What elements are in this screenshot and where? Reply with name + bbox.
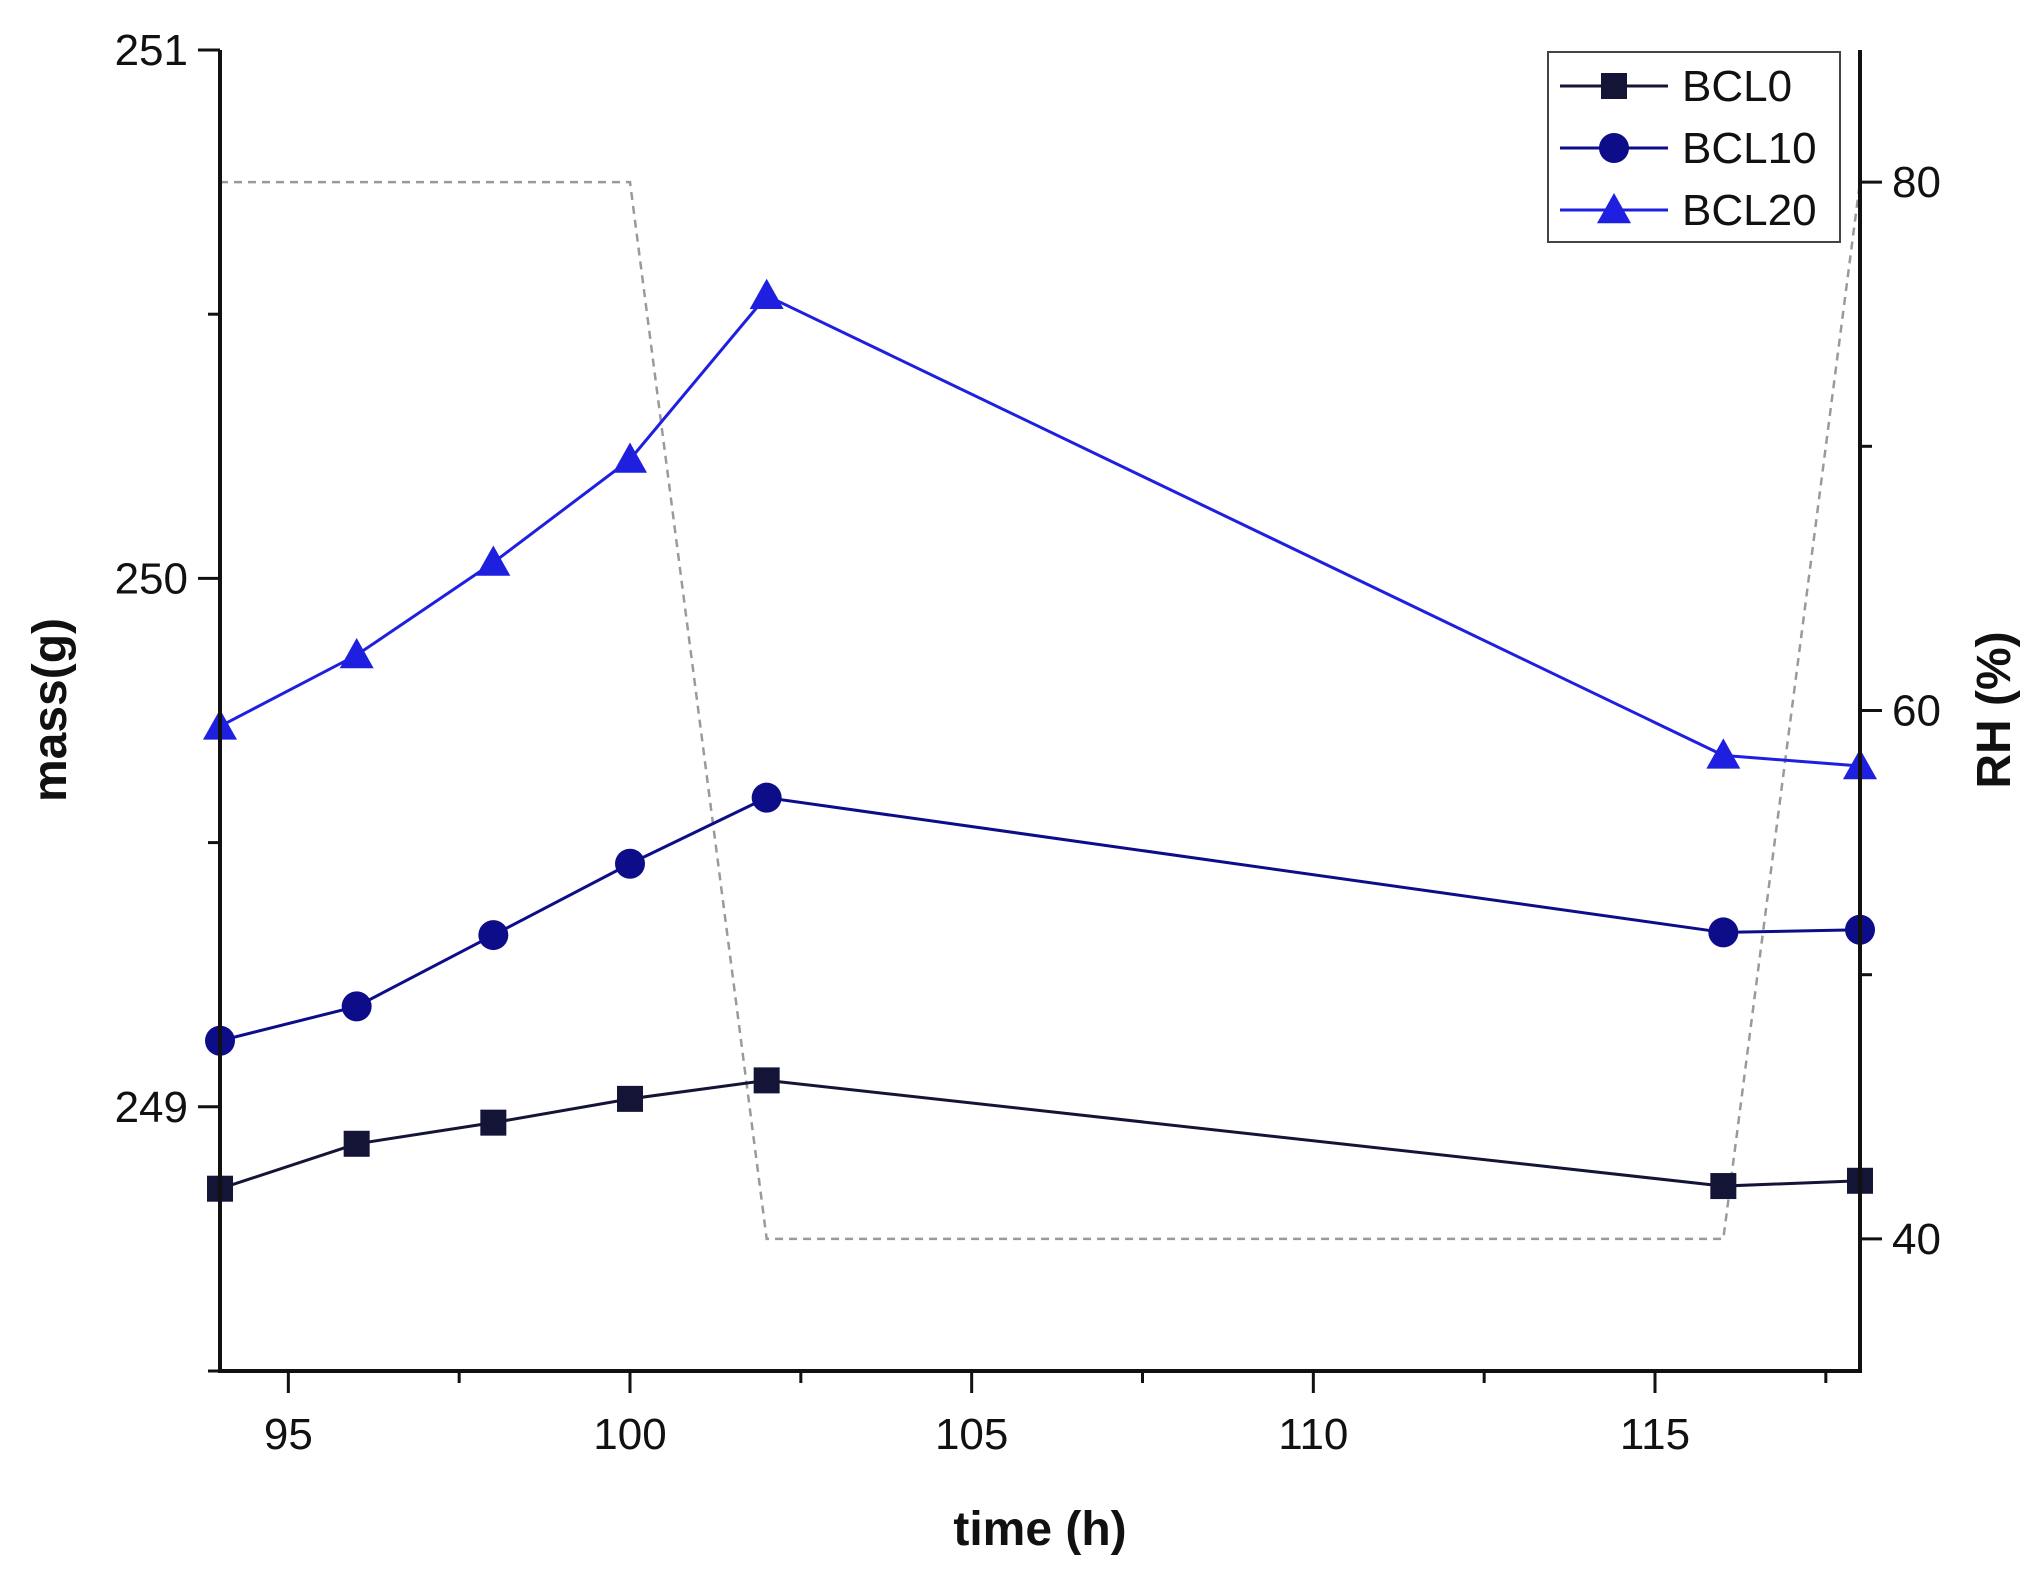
data-point-bcl20 <box>749 278 784 309</box>
x-tick-label: 105 <box>935 1410 1008 1459</box>
data-point-bcl20 <box>1706 738 1741 769</box>
y2-tick-label: 40 <box>1892 1215 1941 1264</box>
x-tick-label: 100 <box>593 1410 666 1459</box>
x-tick-label: 115 <box>1620 1410 1690 1459</box>
rh-series <box>220 180 1862 1241</box>
series-bcl20 <box>203 278 1877 780</box>
y2-tick-label: 80 <box>1892 158 1941 207</box>
data-point-bcl0 <box>1710 1173 1737 1200</box>
legend-label: BCL10 <box>1682 124 1817 173</box>
legend-marker-bcl10 <box>1599 133 1629 163</box>
legend: BCL0 BCL10 BCL20 <box>1547 51 1841 243</box>
data-point-bcl10 <box>615 848 645 879</box>
y2-axis-title: RH (%) <box>1968 631 2021 788</box>
legend-item-bcl10: BCL10 <box>1560 124 1817 173</box>
legend-label: BCL20 <box>1682 186 1817 235</box>
data-point-bcl0 <box>753 1067 780 1094</box>
data-point-bcl0 <box>617 1085 643 1112</box>
y2-tick-label: 60 <box>1892 687 1941 736</box>
series-line-bcl10 <box>219 796 1861 1043</box>
data-point-bcl10 <box>1708 917 1739 948</box>
data-point-bcl10 <box>751 782 782 813</box>
data-point-bcl0 <box>480 1109 507 1136</box>
data-point-bcl20 <box>613 442 647 473</box>
series-bcl0 <box>207 1067 1873 1202</box>
y-tick-label: 249 <box>115 1083 188 1132</box>
data-point-bcl10 <box>478 920 509 951</box>
rh-line <box>220 180 1862 1241</box>
x-tick-label: 95 <box>264 1410 313 1459</box>
x-axis-title: time (h) <box>953 1503 1126 1556</box>
series-line-bcl20 <box>219 293 1861 768</box>
ticks: 95 100 105 110 115 249 250 251 40 60 80 <box>115 26 1941 1459</box>
legend-label: BCL0 <box>1682 62 1792 111</box>
legend-item-bcl20: BCL20 <box>1560 186 1817 235</box>
series-line-bcl0 <box>219 1078 1861 1191</box>
x-tick-label: 110 <box>1278 1410 1348 1459</box>
data-point-bcl10 <box>341 991 372 1022</box>
data-point-bcl20 <box>339 638 374 669</box>
y-tick-label: 251 <box>115 26 188 75</box>
legend-marker-bcl0 <box>1601 73 1627 99</box>
legend-item-bcl0: BCL0 <box>1560 62 1792 111</box>
y-axis-title: mass(g) <box>24 618 77 802</box>
y-tick-label: 250 <box>115 554 188 603</box>
legend-marker-bcl20 <box>1597 193 1631 224</box>
series-bcl10 <box>205 782 1875 1056</box>
data-point-bcl0 <box>343 1130 370 1157</box>
data-point-bcl20 <box>476 545 511 576</box>
mass-series <box>203 278 1877 1202</box>
